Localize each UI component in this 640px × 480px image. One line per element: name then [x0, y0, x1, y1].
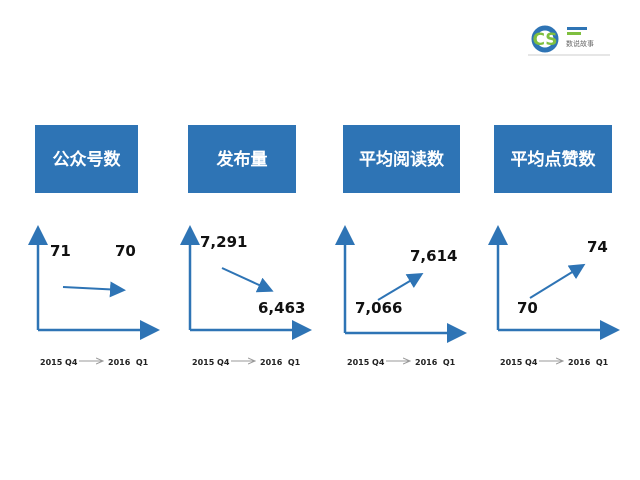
logo-text: 数说故事: [566, 39, 594, 48]
from-value: 7,066: [355, 299, 402, 317]
to-period: 2016 Q1: [108, 358, 149, 367]
to-value: 74: [587, 238, 608, 256]
panel-title: 公众号数: [53, 149, 122, 170]
logo-ring: [531, 25, 559, 53]
to-period: 2016 Q1: [415, 358, 456, 367]
trend-arrow: [221, 267, 274, 293]
panel-header: [188, 125, 296, 193]
to-value: 7,614: [410, 247, 457, 265]
from-value: 7,291: [200, 233, 247, 251]
from-period: 2015 Q4: [500, 358, 538, 367]
panel-header: [494, 125, 612, 193]
panel-title: 平均阅读数: [359, 149, 445, 170]
to-value: 6,463: [258, 299, 305, 317]
from-value: 71: [50, 242, 71, 260]
trend-arrow: [377, 272, 424, 301]
panel-header: [343, 125, 460, 193]
logo-mark: CS: [532, 30, 557, 50]
to-period: 2016 Q1: [260, 358, 301, 367]
logo-bar: [567, 32, 581, 35]
from-period: 2015 Q4: [347, 358, 385, 367]
panel-title: 发布量: [216, 149, 268, 170]
to-value: 70: [115, 242, 136, 260]
from-period: 2015 Q4: [192, 358, 230, 367]
trend-arrow: [529, 263, 586, 299]
logo-bar: [567, 27, 587, 30]
trend-arrow: [62, 281, 126, 298]
from-value: 70: [517, 299, 538, 317]
panel-header: [35, 125, 138, 193]
panel-title: 平均点赞数: [511, 149, 597, 170]
logo: CS 数说故事: [531, 25, 594, 53]
from-period: 2015 Q4: [40, 358, 78, 367]
to-period: 2016 Q1: [568, 358, 609, 367]
